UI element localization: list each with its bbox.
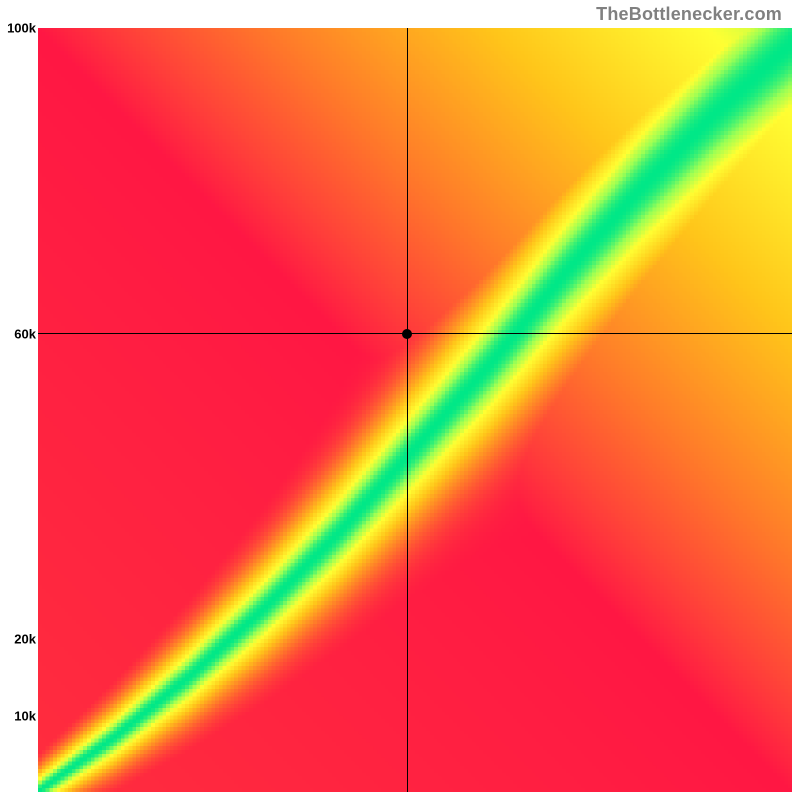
y-tick-label: 60k (14, 326, 36, 341)
chart-container: TheBottlenecker.com 10k 20k 60k 100k (0, 0, 800, 800)
y-tick-label: 100k (7, 21, 36, 36)
y-tick-label: 20k (14, 632, 36, 647)
crosshair-vertical (407, 28, 408, 792)
y-tick-label: 10k (14, 708, 36, 723)
marker-point (402, 329, 412, 339)
crosshair-horizontal (38, 333, 792, 334)
watermark-text: TheBottlenecker.com (596, 4, 782, 25)
heatmap-plot (38, 28, 792, 792)
heatmap-canvas (38, 28, 792, 792)
